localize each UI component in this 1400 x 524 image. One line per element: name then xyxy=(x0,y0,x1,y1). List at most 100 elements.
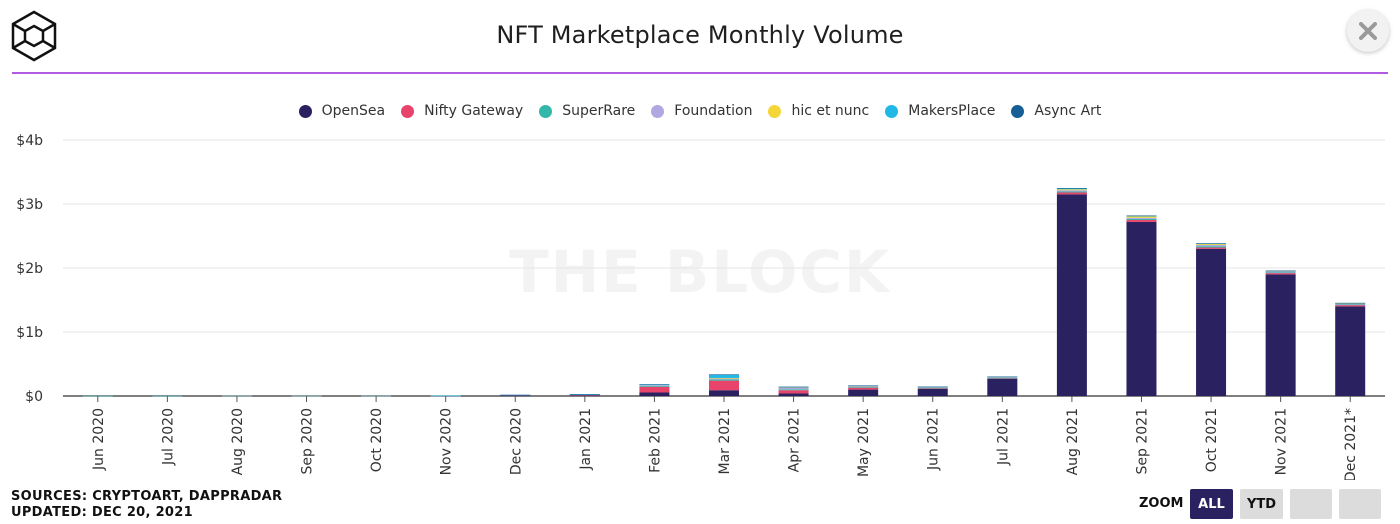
bar-segment xyxy=(1126,215,1157,217)
bar-segment xyxy=(848,387,879,388)
bar-segment xyxy=(987,378,1018,379)
bar-segment xyxy=(1126,217,1157,220)
bar-segment xyxy=(1056,191,1087,193)
bar-segment xyxy=(709,379,739,381)
close-icon xyxy=(1359,22,1377,40)
chart-legend: OpenSea Nifty Gateway SuperRare Foundation h… xyxy=(0,100,1400,122)
bar-segment xyxy=(500,394,531,396)
bar-segment xyxy=(430,395,461,397)
legend-item[interactable]: OpenSea xyxy=(298,103,386,119)
bar-segment xyxy=(917,387,948,389)
x-tick-label: Nov 2021 xyxy=(1274,408,1290,475)
bar-segment xyxy=(639,392,670,396)
zoom-button[interactable]: YTD xyxy=(1240,489,1283,519)
bar-segment xyxy=(987,377,1018,379)
y-tick-label: $2b xyxy=(16,261,43,277)
legend-label: Foundation xyxy=(674,103,753,119)
legend-marker xyxy=(298,104,312,118)
bar-segment xyxy=(1265,271,1296,273)
bar-segment xyxy=(778,387,809,390)
bar-segment xyxy=(1196,244,1227,247)
x-tick-label: Aug 2020 xyxy=(230,408,246,475)
bar-segment xyxy=(1265,270,1296,272)
chart-title: NFT Marketplace Monthly Volume xyxy=(496,21,904,49)
bar-segment xyxy=(639,384,670,385)
legend-item[interactable]: SuperRare xyxy=(539,103,635,119)
legend-label: Async Art xyxy=(1034,103,1102,119)
bar-segment xyxy=(987,378,1018,396)
bar-segment xyxy=(639,385,670,387)
bar-segment xyxy=(500,395,531,397)
x-tick-label: Jul 2020 xyxy=(160,408,176,466)
bar-segment xyxy=(1196,243,1227,244)
legend-label: MakersPlace xyxy=(908,103,996,119)
x-tick-label: Aug 2021 xyxy=(1065,408,1081,475)
chart-plot: $0 $1b $2b $3b $4b Jun 2020 Jul 2020 Aug 2020 Se… xyxy=(16,133,1385,480)
close-button[interactable] xyxy=(1347,10,1389,52)
bar-segment xyxy=(709,390,739,396)
legend-item[interactable]: Nifty Gateway xyxy=(401,103,523,119)
bar-segment xyxy=(1126,219,1157,220)
x-tick-label: Dec 2021* xyxy=(1343,408,1359,480)
legend-label: SuperRare xyxy=(562,103,636,119)
y-tick-label: $1b xyxy=(16,325,43,341)
legend-marker xyxy=(768,104,782,118)
bar-segment xyxy=(778,386,809,388)
bar-segment xyxy=(987,376,1018,378)
legend-label: OpenSea xyxy=(321,103,386,119)
bar-segment xyxy=(1056,194,1087,396)
x-tick-label: Sep 2020 xyxy=(300,408,316,474)
bar-segment xyxy=(221,395,252,397)
bar-segment xyxy=(1265,272,1296,274)
bar-segment xyxy=(709,377,739,379)
x-tick-label: Oct 2020 xyxy=(369,408,385,472)
bar-segment xyxy=(848,387,879,390)
bar-segment xyxy=(1126,221,1157,396)
bar-segment xyxy=(1335,304,1366,306)
x-tick-label: Sep 2021 xyxy=(1134,408,1150,474)
bar-segment xyxy=(848,385,879,387)
zoom-button[interactable]: ALL xyxy=(1190,489,1233,519)
legend-marker xyxy=(651,104,665,118)
legend-item[interactable]: Foundation xyxy=(651,103,752,119)
bar-segment xyxy=(778,387,809,388)
chart-header: NFT Marketplace Monthly Volume xyxy=(0,0,1400,74)
bar-segment xyxy=(1196,244,1227,245)
bar-segment xyxy=(1335,305,1366,307)
bar-segment xyxy=(1126,215,1157,217)
legend-label: Nifty Gateway xyxy=(424,103,524,119)
bar-segment xyxy=(1335,303,1366,305)
y-tick-label: $4b xyxy=(16,133,43,149)
bar-segment xyxy=(1335,302,1366,304)
bar-segment xyxy=(1265,274,1296,396)
legend-item[interactable]: hic et nunc xyxy=(768,103,869,119)
bar-segment xyxy=(1196,248,1227,396)
bar-segment xyxy=(1196,246,1227,248)
bar-segment xyxy=(1265,273,1296,275)
legend-marker xyxy=(1011,104,1025,118)
x-tick-label: May 2021 xyxy=(856,408,872,477)
x-tick-label: Oct 2021 xyxy=(1204,408,1220,472)
bar-segment xyxy=(569,394,600,395)
bar-segment xyxy=(778,389,809,391)
x-tick-label: Mar 2021 xyxy=(717,408,733,475)
bar-segment xyxy=(778,393,809,396)
x-tick-label: Jan 2021 xyxy=(578,408,594,471)
bar-segment xyxy=(917,388,948,396)
legend-item[interactable]: MakersPlace xyxy=(885,103,995,119)
bar-segment xyxy=(639,385,670,386)
x-tick-label: Feb 2021 xyxy=(647,408,663,473)
bar-segment xyxy=(778,390,809,394)
x-tick-label: Nov 2020 xyxy=(439,408,455,475)
legend-item[interactable]: Async Art xyxy=(1011,103,1101,119)
bar-segment xyxy=(1126,216,1157,218)
y-tick-label: $0 xyxy=(25,389,43,405)
bar-segment xyxy=(1056,188,1087,190)
x-tick-label: Jul 2021 xyxy=(995,408,1011,466)
header-divider xyxy=(12,72,1388,74)
legend-marker xyxy=(539,104,553,118)
zoom-button[interactable] xyxy=(1290,489,1332,519)
zoom-button[interactable] xyxy=(1339,489,1381,519)
bar-segment xyxy=(709,380,739,391)
bar-segment xyxy=(1335,306,1366,396)
